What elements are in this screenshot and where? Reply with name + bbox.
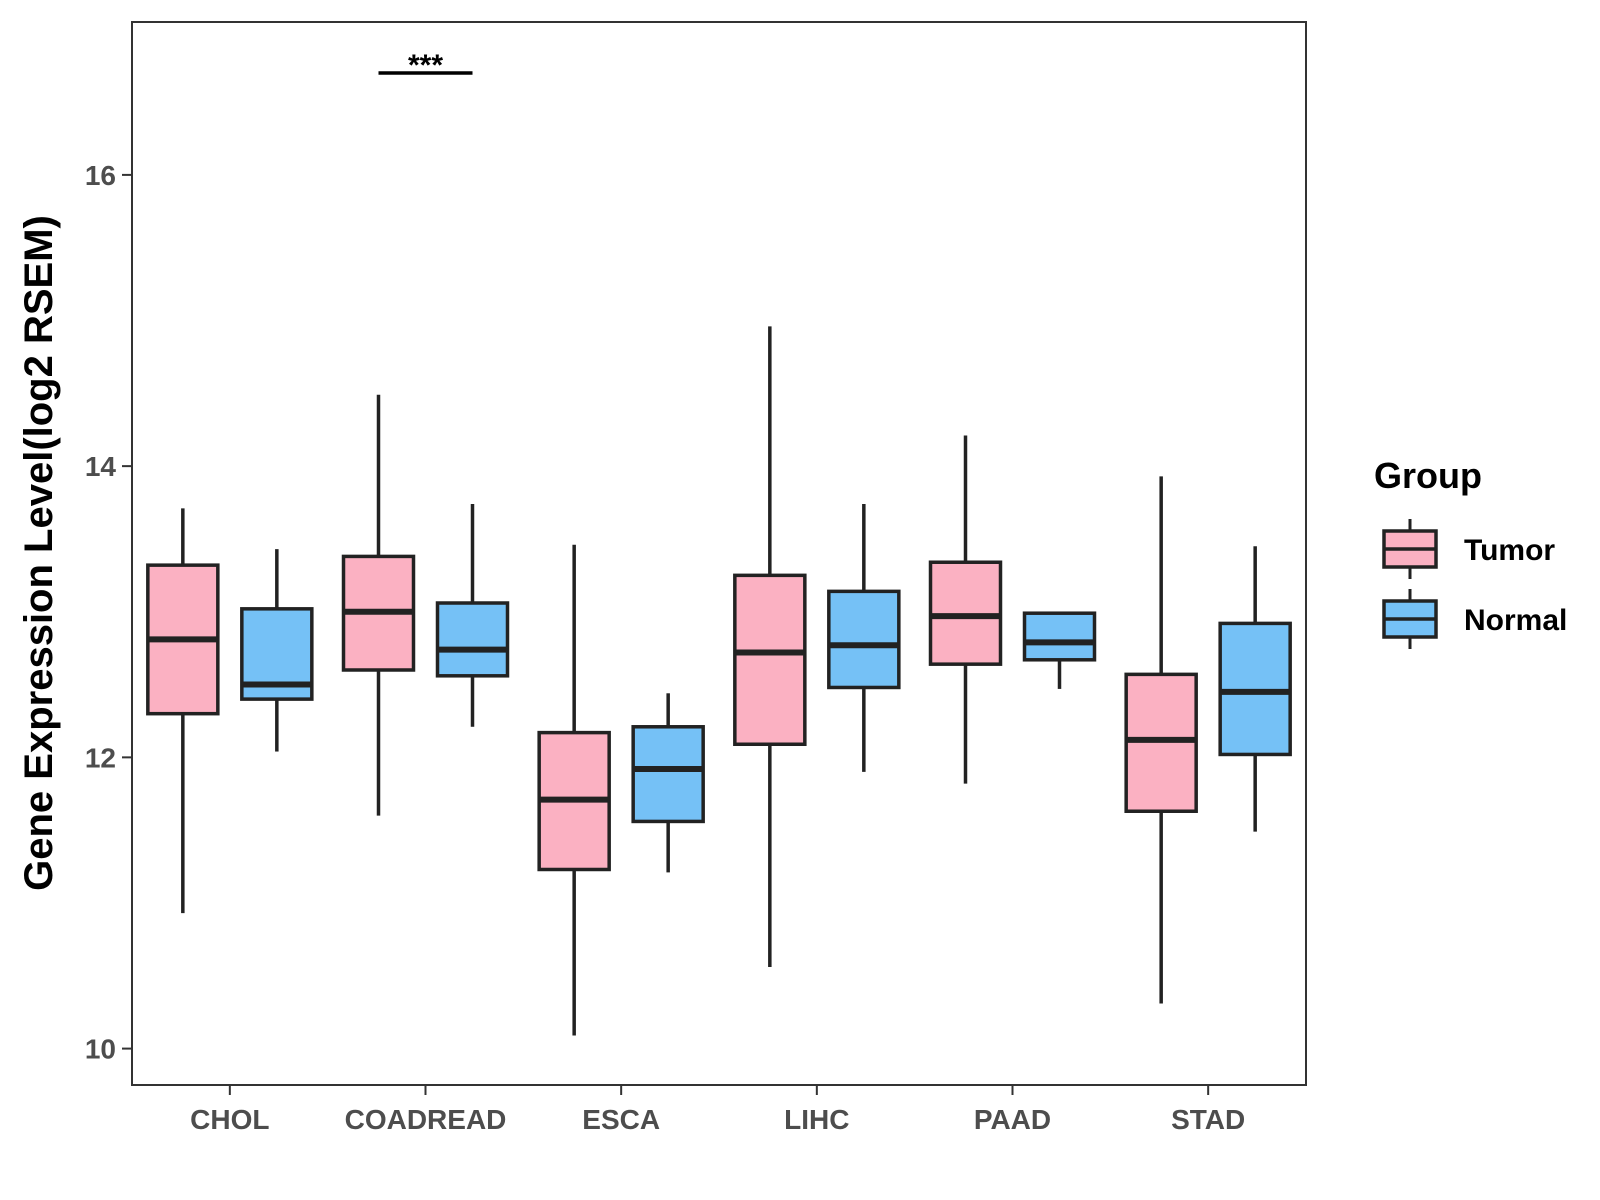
y-axis-title: Gene Expression Level(log2 RSEM): [17, 215, 61, 891]
x-tick-label-lihc: LIHC: [784, 1104, 849, 1135]
box-normal-chol: [240, 549, 314, 752]
y-tick-label: 14: [85, 451, 117, 482]
box-body: [827, 589, 901, 690]
box-body: [435, 601, 510, 678]
box-normal-coadread: [435, 503, 510, 727]
y-axis: 10 12 14 16: [85, 160, 132, 1065]
x-tick-label-stad: STAD: [1171, 1104, 1245, 1135]
boxes-layer: [146, 326, 1292, 1036]
x-tick-label-esca: ESCA: [582, 1104, 660, 1135]
y-tick-label: 10: [85, 1034, 116, 1065]
panel-border: [131, 21, 1307, 1086]
box-tumor-stad: [1124, 476, 1198, 1004]
x-tick-label-chol: CHOL: [190, 1104, 269, 1135]
y-tick-label: 16: [85, 160, 116, 191]
box-body: [733, 573, 807, 747]
box-normal-lihc: [827, 503, 901, 772]
box-normal-esca: [631, 693, 705, 873]
box-normal-stad: [1218, 546, 1292, 832]
legend-title: Group: [1374, 455, 1482, 496]
box-tumor-coadread: [341, 394, 416, 816]
box-tumor-esca: [537, 544, 611, 1036]
box-tumor-chol: [146, 508, 220, 914]
box-body: [631, 725, 705, 824]
panel-background: [132, 22, 1306, 1085]
significance-label: ***: [408, 49, 443, 82]
box-body: [1022, 611, 1097, 662]
annotation-layer: ***: [378, 49, 473, 82]
box-tumor-lihc: [733, 326, 807, 968]
y-tick-label: 12: [85, 742, 116, 773]
legend-label-tumor: Tumor: [1464, 534, 1555, 567]
x-tick-label-coadread: COADREAD: [345, 1104, 507, 1135]
legend-key-normal[interactable]: Normal: [1382, 589, 1567, 649]
x-tick-label-paad: PAAD: [974, 1104, 1051, 1135]
x-axis: CHOL COADREAD ESCA LIHC PAAD STAD: [190, 1085, 1245, 1135]
legend[interactable]: Group Tumor Normal: [1374, 455, 1567, 649]
box-normal-paad: [1022, 611, 1097, 689]
legend-key-tumor[interactable]: Tumor: [1382, 519, 1555, 579]
box-tumor-paad: [928, 435, 1003, 784]
legend-label-normal: Normal: [1464, 604, 1567, 637]
